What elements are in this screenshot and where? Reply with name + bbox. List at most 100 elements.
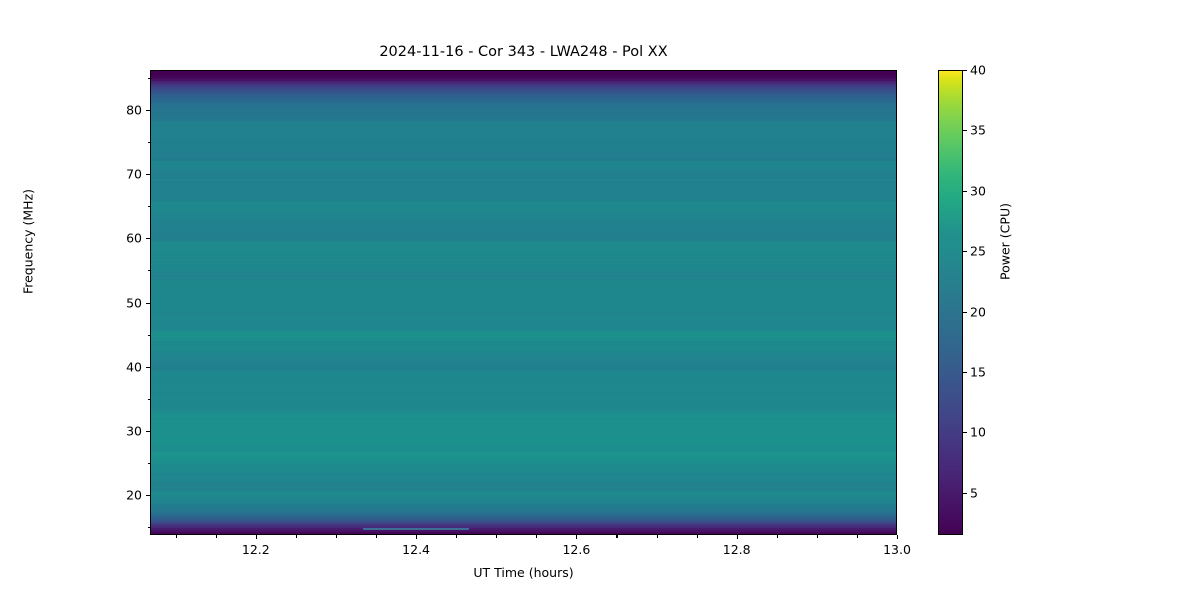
colorbar-tick-label: 5 — [970, 485, 978, 501]
colorbar-tick — [963, 371, 967, 374]
spectrogram-row — [151, 329, 896, 332]
spectrogram-row — [151, 499, 896, 503]
spectrogram-row — [151, 231, 896, 234]
spectrogram-row — [151, 74, 896, 78]
x-tick-label: 12.6 — [562, 542, 591, 557]
spectrogram-row — [151, 235, 896, 238]
spectrogram-row — [151, 509, 896, 513]
y-tick-minor — [147, 141, 150, 144]
spectrogram-row — [151, 132, 896, 136]
spectrogram-row — [151, 503, 896, 507]
y-tick-label: 70 — [126, 166, 142, 182]
x-tick-major — [255, 535, 257, 539]
x-tick-major — [416, 535, 418, 539]
spectrogram-row — [151, 461, 896, 465]
spectrogram-row — [151, 487, 896, 491]
x-tick-minor — [776, 535, 778, 538]
colorbar-axes[interactable] — [938, 70, 963, 535]
spectrogram-row — [151, 457, 896, 461]
colorbar-tick-label: 40 — [970, 62, 986, 78]
x-tick-minor — [536, 535, 538, 538]
spectrogram-row — [151, 193, 896, 196]
spectrogram-row — [151, 165, 896, 168]
spectrogram-row — [151, 469, 896, 473]
spectrogram-row — [151, 98, 896, 102]
spectrogram-row — [151, 491, 896, 495]
spectrogram-row — [151, 533, 896, 534]
spectrogram-row — [151, 173, 896, 176]
spectrogram-row — [151, 501, 896, 505]
spectrogram-row — [151, 349, 896, 352]
spectrogram-row — [151, 445, 896, 449]
spectrogram-row — [151, 521, 896, 525]
spectrogram-row — [151, 407, 896, 411]
spectrogram-row — [151, 205, 896, 208]
spectrogram-row — [151, 459, 896, 463]
spectrogram-row — [151, 76, 896, 80]
y-tick-minor — [147, 334, 150, 336]
spectrogram-row — [151, 299, 896, 302]
y-tick-major — [146, 109, 150, 111]
x-tick-minor — [376, 535, 378, 538]
spectrogram-row — [151, 269, 896, 272]
y-tick-major — [146, 495, 150, 497]
spectrogram-row — [151, 245, 896, 248]
spectrogram-row — [151, 249, 896, 252]
spectrogram-row — [151, 273, 896, 276]
spectrogram-row — [151, 411, 896, 415]
spectrogram-row — [151, 443, 896, 447]
colorbar-tick-label: 15 — [970, 364, 986, 380]
spectrogram-row — [151, 100, 896, 104]
x-tick-label: 12.4 — [402, 542, 431, 557]
spectrogram-row — [151, 295, 896, 298]
spectrogram-row — [151, 409, 896, 413]
spectrogram-row — [151, 102, 896, 106]
y-tick-major — [146, 366, 150, 368]
spectrogram-row — [151, 373, 896, 377]
spectrogram-row — [151, 381, 896, 385]
spectrogram-row — [151, 171, 896, 174]
spectrogram-row — [151, 395, 896, 399]
spectrogram-row — [151, 88, 896, 92]
spectrogram-row — [151, 265, 896, 268]
colorbar-tick-label: 35 — [970, 122, 986, 138]
spectrogram-row — [151, 275, 896, 278]
spectrogram-row — [151, 301, 896, 304]
spectrogram-row — [151, 243, 896, 246]
spectrogram-row — [151, 531, 896, 534]
spectrogram-row — [151, 403, 896, 407]
spectrogram-row — [151, 523, 896, 527]
spectrogram-row — [151, 183, 896, 186]
spectrogram-row — [151, 391, 896, 395]
spectrogram-row — [151, 317, 896, 320]
spectrogram-row — [151, 495, 896, 499]
spectrogram-row — [151, 257, 896, 260]
spectrogram-row — [151, 150, 896, 154]
spectrogram-row — [151, 152, 896, 156]
spectrogram-row — [151, 112, 896, 116]
colorbar-label: Power (CPU) — [997, 203, 1013, 280]
spectrogram-row — [151, 169, 896, 172]
x-tick-label: 12.8 — [722, 542, 751, 557]
spectrogram-row — [151, 78, 896, 82]
spectrogram-row — [151, 447, 896, 451]
spectrogram-row — [151, 303, 896, 306]
spectrogram-row — [151, 128, 896, 132]
spectrogram-row — [151, 405, 896, 409]
spectrogram-row — [151, 122, 896, 126]
spectrogram-row — [151, 287, 896, 290]
spectrogram-row — [151, 148, 896, 152]
colorbar-tick — [963, 130, 967, 132]
spectrogram-row — [151, 335, 896, 338]
y-tick-major — [146, 238, 150, 240]
spectrogram-axes[interactable] — [150, 70, 897, 535]
spectrogram-row — [151, 419, 896, 423]
spectrogram-row — [151, 455, 896, 459]
spectrogram-row — [151, 86, 896, 90]
spectrogram-row — [151, 227, 896, 230]
spectrogram-row — [151, 175, 896, 178]
spectrogram-row — [151, 146, 896, 150]
spectrogram-row — [151, 279, 896, 282]
spectrogram-row — [151, 267, 896, 270]
spectrogram-row — [151, 473, 896, 477]
